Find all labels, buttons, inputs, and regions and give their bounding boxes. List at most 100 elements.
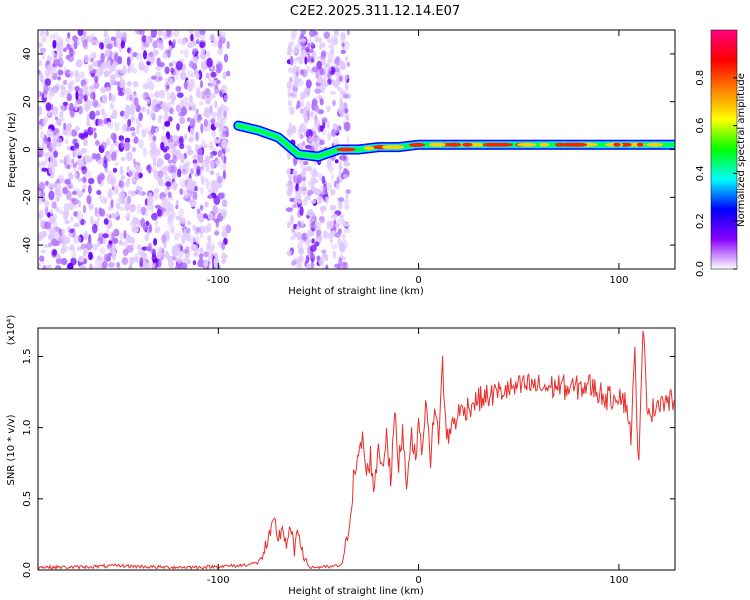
heatmap-noise-point (186, 79, 190, 84)
heatmap-noise-point (77, 190, 84, 198)
heatmap-noise-point (160, 141, 165, 151)
heatmap-noise-point (122, 124, 127, 133)
spectrogram-x-tick-label: -100 (207, 275, 230, 286)
signal-hotspot (363, 146, 375, 151)
heatmap-noise-point (221, 225, 227, 231)
heatmap-noise-point (71, 158, 75, 164)
heatmap-noise-point (188, 106, 193, 111)
heatmap-noise-point (141, 106, 146, 112)
heatmap-noise-point (65, 139, 69, 144)
heatmap-noise-point (136, 125, 140, 135)
heatmap-noise-point (201, 175, 205, 186)
colorbar: 0.0 0.2 0.4 0.6 0.8 Normalized spectral ampl… (695, 29, 747, 277)
heatmap-noise-point (153, 238, 158, 246)
heatmap-noise-point (305, 166, 313, 172)
heatmap-noise-point (118, 79, 126, 89)
heatmap-noise-point (133, 136, 139, 144)
heatmap-noise-point (42, 264, 47, 269)
heatmap-noise-point (192, 103, 196, 112)
heatmap-noise-point (199, 80, 204, 89)
heatmap-noise-point (86, 99, 92, 110)
heatmap-noise-point (79, 264, 87, 269)
heatmap-noise-point (162, 200, 167, 206)
heatmap-noise-point (288, 180, 294, 189)
heatmap-noise-point (196, 36, 200, 44)
heatmap-noise-point (83, 248, 87, 257)
heatmap-noise-point (327, 37, 331, 44)
heatmap-noise-point (119, 232, 125, 240)
heatmap-noise-point (38, 124, 43, 130)
heatmap-noise-point (289, 55, 294, 66)
heatmap-noise-point (168, 40, 172, 46)
heatmap-noise-point (203, 143, 208, 149)
heatmap-noise-point (82, 84, 86, 94)
heatmap-noise-point (131, 131, 136, 137)
heatmap-noise-point (221, 251, 226, 257)
heatmap-noise-point (327, 50, 335, 61)
heatmap-noise-point (120, 40, 126, 49)
heatmap-noise-point (66, 43, 71, 50)
spectrogram-x-tick-label: 100 (609, 275, 628, 286)
heatmap-noise-point (164, 146, 170, 151)
heatmap-noise-point (120, 175, 126, 180)
heatmap-noise-point (293, 48, 298, 55)
snr-y-tick-label: 0.5 (22, 491, 33, 507)
heatmap-noise-point (314, 142, 320, 148)
heatmap-noise-point (40, 161, 48, 166)
heatmap-noise-point (314, 241, 320, 247)
heatmap-noise-point (293, 231, 299, 236)
heatmap-noise-point (51, 90, 56, 97)
heatmap-noise-point (110, 132, 117, 141)
heatmap-noise-point (305, 232, 310, 239)
heatmap-noise-point (65, 37, 72, 43)
heatmap-noise-point (69, 184, 74, 189)
heatmap-noise-point (45, 114, 49, 123)
heatmap-noise-point (84, 170, 92, 178)
heatmap-noise-point (177, 111, 185, 117)
heatmap-noise-point (329, 90, 337, 95)
heatmap-noise-point (342, 233, 346, 241)
heatmap-noise-point (158, 89, 166, 99)
heatmap-noise-point (308, 135, 312, 143)
heatmap-noise-point (304, 56, 308, 65)
heatmap-noise-point (193, 251, 199, 257)
spectrogram-y-tick-label: 40 (22, 48, 33, 61)
heatmap-noise-point (319, 139, 325, 146)
heatmap-noise-point (118, 180, 125, 189)
heatmap-noise-point (210, 111, 218, 119)
heatmap-noise-point (61, 104, 65, 110)
heatmap-noise-point (180, 49, 184, 54)
heatmap-noise-point (152, 258, 158, 264)
heatmap-noise-point (93, 81, 100, 89)
signal-hotspot (474, 142, 483, 147)
heatmap-noise-point (103, 30, 108, 38)
heatmap-noise-point (45, 30, 49, 37)
heatmap-noise-point (317, 109, 325, 115)
heatmap-noise-point (39, 47, 46, 53)
snr-panel: 0.0 0.5 1.0 1.5 -100 0 100 (x10⁴) Height of s… (6, 315, 676, 597)
heatmap-noise-point (204, 88, 211, 99)
heatmap-noise-point (105, 213, 110, 218)
heatmap-noise-point (109, 93, 116, 103)
heatmap-noise-point (184, 163, 189, 170)
heatmap-noise-point (62, 79, 68, 86)
heatmap-noise-point (314, 34, 319, 43)
heatmap-noise-point (191, 39, 197, 47)
heatmap-noise-point (316, 255, 321, 262)
heatmap-noise-point (325, 65, 332, 73)
heatmap-noise-point (96, 212, 101, 222)
heatmap-noise-point (113, 53, 119, 62)
spectrogram-panel: 40 20 0 -20 -40 -100 100 0 Height of straight … (7, 29, 676, 297)
heatmap-noise-point (201, 90, 206, 100)
heatmap-noise-point (313, 104, 320, 112)
heatmap-noise-point (221, 258, 226, 264)
heatmap-noise-point (217, 48, 223, 56)
heatmap-noise-point (309, 221, 316, 228)
heatmap-noise-point (101, 94, 108, 104)
heatmap-noise-point (67, 202, 74, 211)
heatmap-noise-point (194, 30, 201, 38)
heatmap-noise-point (169, 78, 174, 86)
heatmap-noise-point (208, 251, 214, 260)
signal-hotspot (462, 142, 473, 147)
heatmap-noise-point (286, 127, 294, 135)
